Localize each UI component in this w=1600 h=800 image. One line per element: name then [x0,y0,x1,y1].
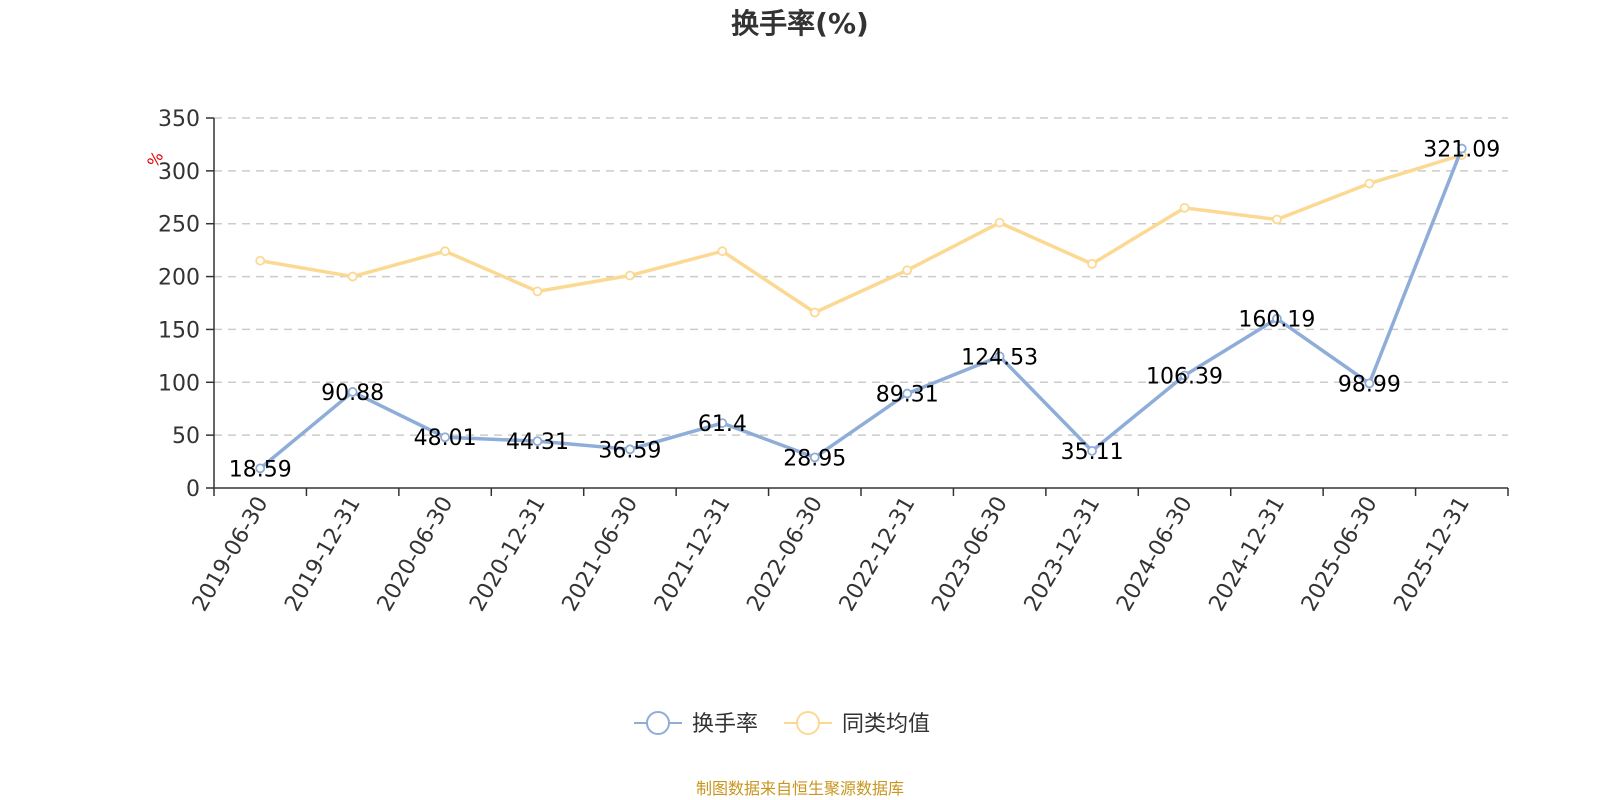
data-point[interactable] [255,463,266,474]
y-tick-label: 0 [186,477,200,502]
data-label: 106.39 [1146,365,1223,390]
grid-lines [214,117,1508,436]
x-tick-label: 2020-12-31 [465,493,551,616]
data-point[interactable] [1364,378,1375,389]
x-tick-label: 2019-06-30 [188,493,274,616]
x-tick-label: 2024-06-30 [1112,493,1198,616]
data-point[interactable] [809,452,820,463]
x-tick-label: 2023-12-31 [1020,493,1106,616]
data-point[interactable] [532,286,543,297]
data-label: 48.01 [414,426,477,451]
x-tick-label: 2020-06-30 [373,493,459,616]
y-tick-label: 250 [158,213,200,238]
y-tick-label: 200 [158,266,200,291]
data-label: 28.95 [783,446,846,471]
data-label: 44.31 [506,430,569,455]
data-point[interactable] [717,418,728,428]
data-label: 36.59 [598,438,661,463]
data-point[interactable] [717,246,728,257]
x-tick-label: 2025-12-31 [1389,493,1475,616]
data-point[interactable] [1272,313,1282,324]
series-layer [255,143,1467,474]
legend-item-peer-average[interactable]: 同类均值 [784,711,930,737]
data-label: 98.99 [1338,372,1401,397]
data-label: 160.19 [1238,308,1315,333]
x-tick-label: 2021-06-30 [558,493,644,616]
data-label: 90.88 [321,381,384,406]
legend-item-turnover[interactable]: 换手率 [634,711,758,737]
data-point[interactable] [994,217,1005,228]
series-line-peer-average [259,153,1463,315]
data-label: 89.31 [876,383,939,408]
data-point[interactable] [1179,370,1190,381]
data-label: 35.11 [1061,440,1124,465]
data-point[interactable] [532,436,543,447]
x-tick-label: 2024-12-31 [1205,493,1291,616]
legend-marker [646,711,670,735]
legend-label: 同类均值 [842,712,930,737]
y-tick-label: 50 [172,424,200,449]
data-label: 124.53 [961,345,1038,370]
data-point[interactable] [347,271,358,282]
data-point[interactable] [1179,202,1190,213]
data-point[interactable] [625,444,635,455]
y-tick-label: 100 [158,371,200,396]
data-label: 61.4 [698,412,747,437]
source-note: 制图数据来自恒生聚源数据库 [696,779,904,798]
data-point[interactable] [255,255,266,266]
y-tick-label: 150 [158,318,200,343]
y-tick-label: 350 [158,107,200,132]
data-label: 18.59 [229,457,292,482]
data-point[interactable] [1456,143,1467,154]
data-labels: 18.59 90.88 48.01 44.31 36.59 61.4 28.95 89.31 1… [229,138,1501,483]
legend-marker [796,711,820,735]
data-point[interactable] [994,351,1005,362]
chart-title: 换手率(%) [731,7,869,40]
x-tick-label: 2023-06-30 [927,493,1013,616]
data-point[interactable] [1087,445,1097,456]
data-point[interactable] [440,246,450,257]
data-point[interactable] [902,388,913,399]
x-tick-label: 2019-12-31 [280,493,366,616]
x-tick-label: 2025-06-30 [1297,493,1383,616]
data-label: 321.09 [1423,138,1500,163]
data-point[interactable] [440,432,450,443]
data-point[interactable] [347,387,358,397]
series-line-turnover [259,147,1464,470]
x-tick-label: 2022-12-31 [835,493,921,616]
data-point[interactable] [1087,258,1097,269]
legend-label: 换手率 [692,712,758,737]
y-tick-label: 300 [158,160,200,185]
x-tick-label: 2022-06-30 [742,493,828,616]
data-point[interactable] [809,307,820,318]
legend[interactable]: 换手率 同类均值 [634,711,930,737]
x-tick-label: 2021-12-31 [650,493,736,616]
data-point[interactable] [625,270,635,281]
axes: 0 50 100 150 200 250 300 350 2019-06-30 2019-12-3… [158,107,1509,616]
data-point[interactable] [902,265,913,276]
data-point[interactable] [1272,214,1282,225]
data-point[interactable] [1364,178,1375,189]
